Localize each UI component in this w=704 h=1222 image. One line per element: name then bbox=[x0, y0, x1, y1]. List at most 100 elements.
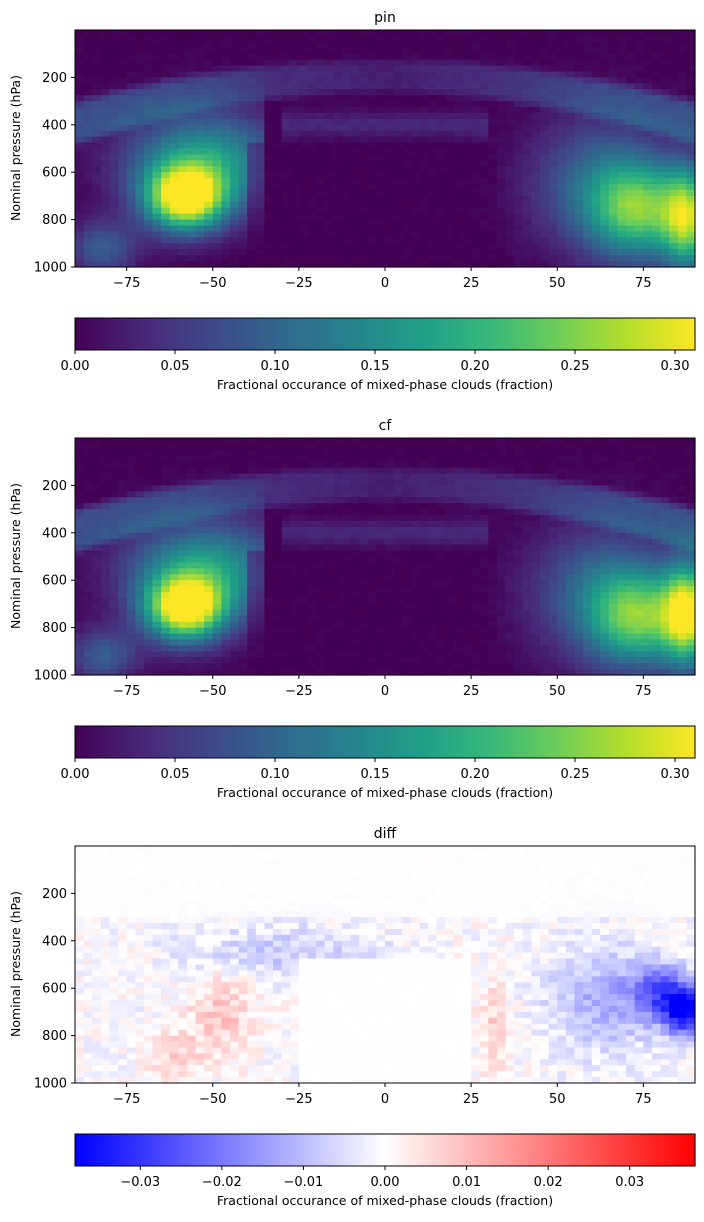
heatmap-cell bbox=[635, 54, 644, 61]
heatmap-cell bbox=[308, 255, 317, 262]
heatmap-cell bbox=[118, 36, 127, 43]
heatmap-cell bbox=[161, 509, 170, 516]
heatmap-cell bbox=[308, 101, 317, 108]
heatmap-cell bbox=[592, 515, 601, 522]
heatmap-cell bbox=[454, 557, 463, 564]
heatmap-cell bbox=[540, 568, 549, 575]
heatmap-cell bbox=[153, 36, 162, 43]
heatmap-cell bbox=[549, 562, 558, 569]
heatmap-cell bbox=[394, 226, 403, 233]
heatmap-cell bbox=[290, 149, 299, 156]
heatmap-cell bbox=[247, 77, 256, 84]
heatmap-cell bbox=[118, 515, 127, 522]
heatmap-cell bbox=[109, 190, 118, 197]
heatmap-cell bbox=[618, 568, 627, 575]
heatmap-cell bbox=[204, 89, 213, 96]
heatmap-cell bbox=[514, 521, 523, 528]
heatmap-cell bbox=[643, 214, 652, 221]
heatmap-cell bbox=[471, 444, 480, 451]
heatmap-cell bbox=[385, 226, 394, 233]
colorbar-tick-label: 0.30 bbox=[661, 359, 690, 374]
heatmap-cell bbox=[643, 42, 652, 49]
heatmap-cell bbox=[316, 77, 325, 84]
heatmap-cell bbox=[566, 202, 575, 209]
heatmap-cell bbox=[506, 42, 515, 49]
heatmap-cell bbox=[618, 83, 627, 90]
heatmap-cell bbox=[463, 160, 472, 167]
heatmap-cell bbox=[686, 107, 695, 114]
heatmap-cell bbox=[221, 202, 230, 209]
heatmap-cell bbox=[506, 249, 515, 256]
heatmap-cell bbox=[583, 231, 592, 238]
heatmap-cell bbox=[196, 48, 205, 55]
heatmap-cell bbox=[523, 66, 532, 73]
heatmap-cell bbox=[135, 172, 144, 179]
colorbar-swatch bbox=[494, 318, 498, 350]
heatmap-cell bbox=[161, 444, 170, 451]
heatmap-cell bbox=[342, 172, 351, 179]
heatmap-cell bbox=[557, 226, 566, 233]
heatmap-cell bbox=[204, 149, 213, 156]
heatmap-cell bbox=[204, 101, 213, 108]
colorbar-swatch bbox=[238, 318, 242, 350]
heatmap-cell bbox=[583, 557, 592, 564]
heatmap-cell bbox=[299, 503, 308, 510]
heatmap-cell bbox=[264, 83, 273, 90]
heatmap-cell bbox=[419, 89, 428, 96]
heatmap-cell bbox=[118, 95, 127, 102]
heatmap-cell bbox=[626, 226, 635, 233]
heatmap-cell bbox=[540, 178, 549, 185]
heatmap-cell bbox=[161, 562, 170, 569]
heatmap-cell bbox=[230, 166, 239, 173]
heatmap-cell bbox=[549, 551, 558, 558]
heatmap-cell bbox=[437, 125, 446, 132]
heatmap-cell bbox=[419, 485, 428, 492]
heatmap-cell bbox=[359, 456, 368, 463]
heatmap-cell bbox=[282, 462, 291, 469]
heatmap-cell bbox=[153, 580, 162, 587]
heatmap-cell bbox=[437, 450, 446, 457]
heatmap-cell bbox=[221, 172, 230, 179]
heatmap-cell bbox=[566, 30, 575, 37]
heatmap-cell bbox=[445, 143, 454, 150]
heatmap-cell bbox=[273, 89, 282, 96]
heatmap-cell bbox=[308, 48, 317, 55]
heatmap-cell bbox=[463, 36, 472, 43]
heatmap-cell bbox=[488, 30, 497, 37]
heatmap-cell bbox=[376, 107, 385, 114]
heatmap-cell bbox=[463, 545, 472, 552]
heatmap-cell bbox=[669, 521, 678, 528]
heatmap-cell bbox=[204, 166, 213, 173]
heatmap-cell bbox=[437, 485, 446, 492]
heatmap-cell bbox=[282, 527, 291, 534]
heatmap-cell bbox=[437, 243, 446, 250]
heatmap-cell bbox=[669, 89, 678, 96]
heatmap-cell bbox=[635, 42, 644, 49]
heatmap-cell bbox=[488, 586, 497, 593]
heatmap-cell bbox=[514, 491, 523, 498]
heatmap-cell bbox=[333, 462, 342, 469]
heatmap-cell bbox=[84, 491, 93, 498]
heatmap-cell bbox=[196, 107, 205, 114]
heatmap-cell bbox=[514, 515, 523, 522]
heatmap-cell bbox=[652, 231, 661, 238]
heatmap-cell bbox=[437, 143, 446, 150]
heatmap-cell bbox=[600, 95, 609, 102]
heatmap-cell bbox=[239, 137, 248, 144]
heatmap-cell bbox=[574, 485, 583, 492]
heatmap-cell bbox=[419, 515, 428, 522]
heatmap-cell bbox=[178, 243, 187, 250]
heatmap-cell bbox=[230, 71, 239, 78]
heatmap-cell bbox=[247, 48, 256, 55]
heatmap-cell bbox=[402, 468, 411, 475]
heatmap-cell bbox=[549, 178, 558, 185]
heatmap-cell bbox=[488, 551, 497, 558]
heatmap-cell bbox=[118, 479, 127, 486]
heatmap-cell bbox=[411, 497, 420, 504]
heatmap-cell bbox=[247, 539, 256, 546]
heatmap-cell bbox=[75, 562, 84, 569]
heatmap-cell bbox=[204, 54, 213, 61]
heatmap-cell bbox=[437, 71, 446, 78]
heatmap-cell bbox=[419, 438, 428, 445]
heatmap-cell bbox=[359, 113, 368, 120]
